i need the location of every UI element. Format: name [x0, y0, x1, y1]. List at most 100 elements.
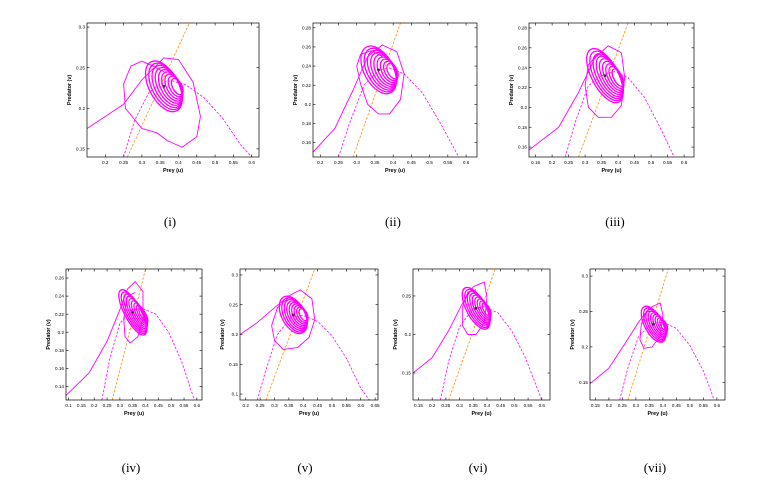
- panel-vii: 0.15 0.2 0.25 0.3 0.35 0.4 0.45 0.5 0.55 0.6 0.15 0…: [0, 240, 771, 482]
- y-axis-label: Predator (v): [393, 319, 399, 349]
- prey-nullcline-line: [101, 308, 195, 400]
- prey-nullcline-line: [256, 315, 370, 400]
- x-tick-label: 0.6: [463, 160, 470, 165]
- y-tick-label: 0.2: [232, 332, 239, 337]
- y-tick-label: 0.28: [518, 26, 527, 31]
- prey-nullcline-line: [123, 80, 252, 157]
- panel-i: 0.2 0.25 0.3 0.35 0.4 0.45 0.5 0.55 0.6 0.15 0.2 0.…: [0, 0, 280, 240]
- chart-vii: 0.15 0.2 0.25 0.3 0.35 0.4 0.45 0.5 0.55 0.6 0.15 0…: [570, 268, 726, 417]
- x-tick-label: 0.5: [426, 160, 433, 165]
- plot-frame: [528, 22, 695, 158]
- equilibrium-point: [291, 313, 295, 317]
- x-tick-label: 0.5: [511, 403, 518, 408]
- x-tick-label: 0.45: [496, 403, 505, 408]
- spiral-loop: [298, 308, 309, 322]
- plot-area: [413, 269, 543, 400]
- equilibrium-point: [377, 68, 380, 72]
- x-tick-label: 0.45: [313, 403, 322, 408]
- y-tick-label: 0.26: [518, 45, 527, 50]
- plot-frame: [65, 268, 203, 401]
- x-tick-label: 0.15: [591, 403, 600, 408]
- x-tick-label: 0.4: [615, 160, 622, 165]
- spiral-loop: [611, 68, 625, 87]
- equilibrium-point: [652, 322, 655, 326]
- y-tick-label: 0.24: [518, 65, 527, 70]
- x-axis-label: Prey (u): [601, 168, 621, 174]
- x-tick-label: 0.55: [443, 160, 452, 165]
- y-axis-label: Predator (v): [570, 319, 576, 349]
- plot-area: [313, 23, 460, 157]
- y-tick-label: 0.16: [55, 366, 64, 371]
- y-tick-label: 0.22: [55, 312, 64, 317]
- x-tick-label: 0.45: [192, 160, 201, 165]
- spiral-loop: [138, 306, 149, 323]
- chart-ii: 0.2 0.25 0.3 0.35 0.4 0.45 0.5 0.55 0.6 0.16 0.18 0…: [293, 22, 478, 174]
- x-tick-label: 0.2: [317, 160, 324, 165]
- y-axis-label: Predator (v): [293, 75, 299, 105]
- x-tick-label: 0.3: [271, 403, 278, 408]
- y-tick-label: 0.2: [405, 332, 412, 337]
- chart-iii: 0.15 0.2 0.25 0.3 0.35 0.4 0.45 0.5 0.55 0.6 0.16 0…: [509, 22, 695, 174]
- y-tick-label: 0.25: [76, 65, 85, 70]
- x-tick-label: 0.25: [441, 403, 450, 408]
- x-tick-label: 0.15: [77, 403, 86, 408]
- x-tick-label: 0.6: [358, 403, 365, 408]
- y-axis-label: Predator (v): [220, 319, 226, 349]
- y-tick-label: 0.22: [518, 85, 527, 90]
- spiral-loop: [481, 302, 492, 317]
- chart-i: 0.2 0.25 0.3 0.35 0.4 0.45 0.5 0.55 0.6 0.15 0.2 0.…: [67, 22, 260, 174]
- predator-nullcline-line: [111, 269, 146, 400]
- y-axis-label: Predator (v): [46, 319, 52, 349]
- prey-nullcline-line: [564, 71, 675, 157]
- x-tick-label: 0.55: [180, 403, 189, 408]
- x-tick-label: 0.6: [539, 403, 546, 408]
- x-tick-label: 0.45: [630, 160, 639, 165]
- y-tick-label: 0.25: [402, 294, 411, 299]
- trajectory-line: [590, 302, 664, 385]
- spiral-loop: [170, 77, 184, 96]
- y-tick-label: 0.3: [232, 273, 239, 278]
- y-tick-label: 0.2: [521, 105, 528, 110]
- y-tick-label: 0.15: [229, 362, 238, 367]
- panel-ii: 0.2 0.25 0.3 0.35 0.4 0.45 0.5 0.55 0.6 0.16 0.18 0…: [0, 0, 500, 240]
- x-tick-label: 0.45: [154, 403, 163, 408]
- panel-iv: 0.1 0.15 0.2 0.25 0.3 0.35 0.4 0.45 0.5 0.55 0.6 0.…: [0, 240, 220, 482]
- x-tick-label: 0.2: [243, 403, 250, 408]
- prey-nullcline-line: [619, 321, 715, 400]
- x-tick-label: 0.6: [248, 160, 255, 165]
- chart-v: 0.2 0.25 0.3 0.35 0.4 0.45 0.5 0.55 0.6 0.65 0.1 0.…: [220, 268, 380, 417]
- x-axis-label: Prey (u): [385, 168, 405, 174]
- y-tick-label: 0.15: [402, 371, 411, 376]
- spiral-loop: [659, 318, 669, 332]
- plot-area: [87, 23, 252, 157]
- caption-i: (i): [163, 214, 177, 229]
- y-axis-label: Predator (v): [509, 75, 515, 105]
- x-tick-label: 0.25: [119, 160, 128, 165]
- x-tick-label: 0.55: [342, 403, 351, 408]
- x-tick-label: 0.55: [524, 403, 533, 408]
- x-tick-label: 0.25: [103, 403, 112, 408]
- y-tick-label: 0.26: [55, 276, 64, 281]
- x-tick-label: 0.4: [660, 403, 667, 408]
- x-tick-label: 0.35: [469, 403, 478, 408]
- panel-v: 0.2 0.25 0.3 0.35 0.4 0.45 0.5 0.55 0.6 0.65 0.1 0.…: [0, 240, 400, 482]
- chart-vi: 0.15 0.2 0.25 0.3 0.35 0.4 0.45 0.5 0.55 0.6 0.15 0…: [393, 268, 551, 417]
- y-tick-label: 0.18: [518, 125, 527, 130]
- x-tick-label: 0.3: [117, 403, 124, 408]
- x-tick-label: 0.1: [65, 403, 72, 408]
- x-tick-label: 0.2: [91, 403, 98, 408]
- x-tick-label: 0.25: [618, 403, 627, 408]
- x-axis-label: Prey (u): [163, 168, 183, 174]
- equilibrium-point: [162, 84, 166, 88]
- x-tick-label: 0.5: [329, 403, 336, 408]
- x-tick-label: 0.25: [256, 403, 265, 408]
- plot-frame: [589, 268, 726, 401]
- x-axis-label: Prey (u): [124, 411, 144, 417]
- plot-frame: [412, 268, 551, 401]
- plot-frame: [312, 22, 478, 158]
- x-tick-label: 0.35: [128, 403, 137, 408]
- y-tick-label: 0.3: [79, 25, 86, 30]
- x-tick-label: 0.35: [597, 160, 606, 165]
- x-tick-label: 0.65: [371, 403, 380, 408]
- plot-area: [590, 269, 715, 400]
